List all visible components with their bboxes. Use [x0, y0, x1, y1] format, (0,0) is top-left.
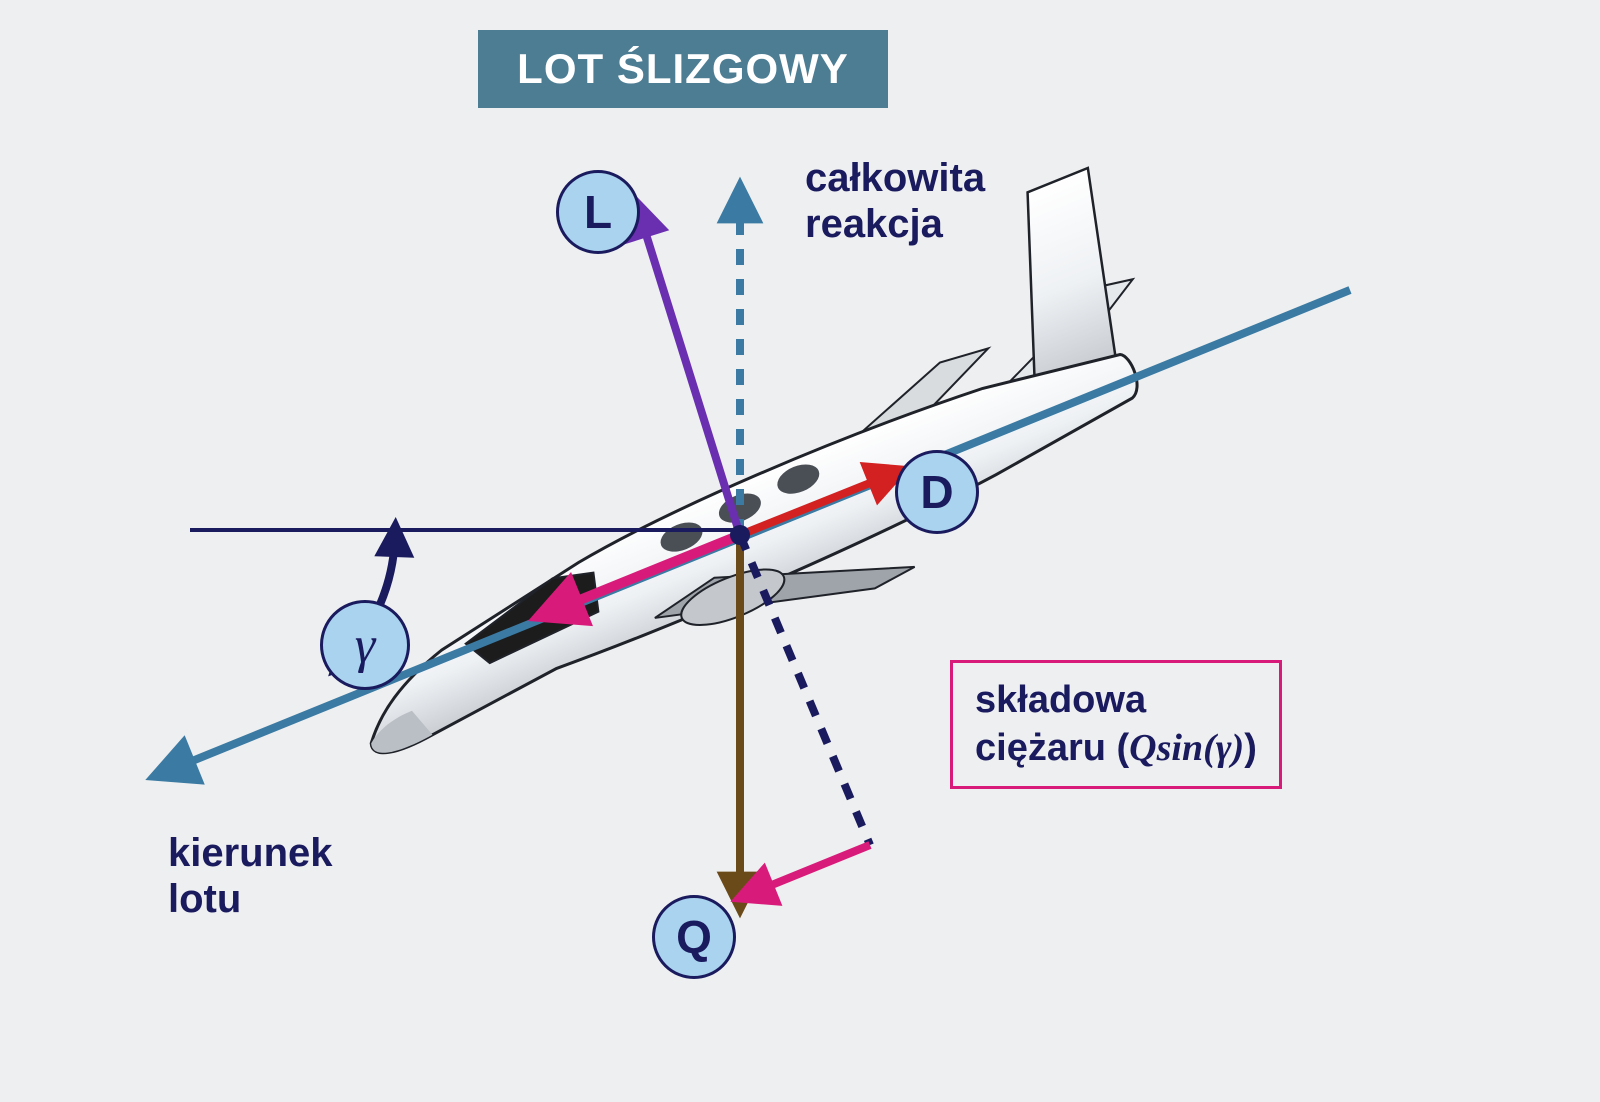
title-text: LOT ŚLIZGOWY	[517, 45, 849, 93]
badge-L: L	[556, 170, 640, 254]
reaction-line1: całkowita	[805, 156, 985, 200]
flight-dir-label: kierunek lotu	[168, 830, 333, 922]
flight-dir-line1: kierunek	[168, 831, 333, 875]
weight-box-line2c: )	[1244, 727, 1257, 769]
weight-box-line2a: ciężaru (	[975, 727, 1129, 769]
badge-gamma: γ	[320, 600, 410, 690]
badge-gamma-text: γ	[355, 616, 376, 675]
weight-box-formula: Qsin(γ)	[1129, 727, 1244, 769]
qcos-dashed	[740, 535, 870, 845]
badge-Q-text: Q	[676, 910, 712, 964]
title-banner: LOT ŚLIZGOWY	[478, 30, 888, 108]
drag-vector	[740, 475, 890, 535]
center-dot	[730, 525, 750, 545]
lift-vector	[640, 215, 740, 535]
flight-dir-line2: lotu	[168, 877, 241, 921]
weight-box-line1: składowa	[975, 679, 1146, 721]
badge-L-text: L	[584, 185, 612, 239]
diagram-svg	[0, 0, 1600, 1102]
magenta-back-arrow	[555, 535, 740, 610]
reaction-label: całkowita reakcja	[805, 155, 985, 247]
badge-D-text: D	[920, 465, 953, 519]
badge-D: D	[895, 450, 979, 534]
weight-component-box: składowa ciężaru (Qsin(γ))	[950, 660, 1282, 789]
reaction-line2: reakcja	[805, 202, 943, 246]
qsin-arrow	[752, 845, 870, 893]
badge-Q: Q	[652, 895, 736, 979]
